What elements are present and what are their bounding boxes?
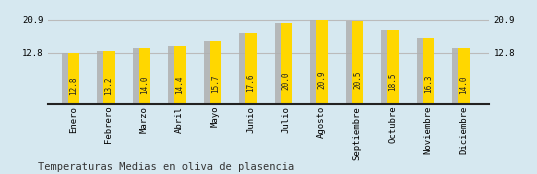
- Bar: [139, 48, 150, 104]
- Bar: [352, 21, 363, 104]
- Bar: [316, 20, 328, 104]
- Bar: [103, 51, 114, 104]
- Bar: [239, 33, 251, 104]
- Text: 14.0: 14.0: [460, 76, 468, 94]
- Bar: [381, 30, 393, 104]
- Text: 13.2: 13.2: [104, 76, 113, 95]
- Bar: [281, 23, 292, 104]
- Bar: [97, 51, 108, 104]
- Text: 20.9: 20.9: [317, 71, 326, 89]
- Bar: [174, 46, 186, 104]
- Bar: [204, 41, 215, 104]
- Text: Temperaturas Medias en oliva de plasencia: Temperaturas Medias en oliva de plasenci…: [38, 162, 294, 172]
- Bar: [423, 38, 434, 104]
- Text: 15.7: 15.7: [211, 74, 220, 93]
- Bar: [310, 20, 322, 104]
- Bar: [62, 53, 73, 104]
- Bar: [133, 48, 144, 104]
- Text: 20.0: 20.0: [282, 71, 291, 90]
- Bar: [458, 48, 470, 104]
- Text: 20.5: 20.5: [353, 71, 362, 89]
- Text: 14.0: 14.0: [140, 76, 149, 94]
- Bar: [346, 21, 357, 104]
- Bar: [68, 53, 79, 104]
- Text: 18.5: 18.5: [388, 72, 397, 91]
- Bar: [245, 33, 257, 104]
- Bar: [452, 48, 463, 104]
- Text: 16.3: 16.3: [424, 74, 433, 93]
- Text: 14.4: 14.4: [176, 75, 184, 94]
- Text: 17.6: 17.6: [246, 73, 256, 92]
- Bar: [387, 30, 398, 104]
- Text: 12.8: 12.8: [69, 77, 78, 95]
- Bar: [210, 41, 221, 104]
- Bar: [168, 46, 179, 104]
- Bar: [417, 38, 428, 104]
- Bar: [275, 23, 286, 104]
